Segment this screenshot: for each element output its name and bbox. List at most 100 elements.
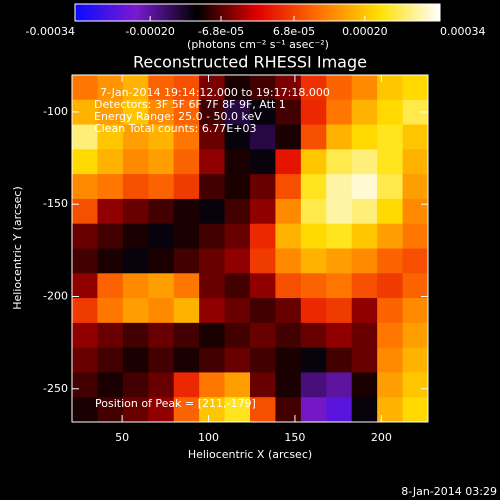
- x-tick-label: 150: [284, 431, 305, 444]
- heatmap-cell: [326, 174, 353, 200]
- heatmap-cell: [351, 298, 378, 324]
- y-axis-label: Heliocentric Y (arcsec): [11, 186, 24, 310]
- heatmap-cell: [199, 75, 226, 101]
- heatmap-cell: [351, 198, 378, 225]
- heatmap-cell: [199, 124, 226, 150]
- heatmap-cell: [173, 397, 200, 423]
- heatmap-cell: [122, 347, 149, 373]
- y-tick-label: -100: [43, 105, 68, 118]
- heatmap-cell: [199, 248, 226, 274]
- heatmap-cell: [326, 75, 353, 101]
- heatmap-cell: [72, 198, 98, 225]
- x-tick-label: 200: [371, 431, 392, 444]
- heatmap-cell: [275, 397, 302, 423]
- heatmap-cell: [199, 149, 226, 175]
- heatmap-cell: [250, 298, 276, 324]
- annotation: Energy Range: 25.0 - 50.0 keV: [94, 110, 262, 123]
- heatmap-cell: [250, 124, 276, 150]
- heatmap-cell: [326, 322, 353, 349]
- heatmap-cell: [300, 124, 327, 150]
- heatmap-cell: [402, 273, 429, 299]
- heatmap-cell: [97, 298, 124, 324]
- heatmap-cell: [173, 223, 200, 249]
- heatmap-cell: [402, 198, 429, 225]
- heatmap-cell: [72, 248, 98, 274]
- heatmap-cell: [173, 298, 200, 324]
- heatmap-cell: [351, 372, 378, 398]
- heatmap-cell: [275, 124, 302, 150]
- timestamp: 8-Jan-2014 03:29: [401, 485, 497, 498]
- heatmap-cell: [275, 223, 302, 249]
- heatmap-cell: [199, 198, 226, 225]
- heatmap-cell: [275, 149, 302, 175]
- heatmap-cell: [224, 223, 251, 249]
- heatmap-cell: [300, 322, 327, 349]
- heatmap-cell: [173, 124, 200, 150]
- heatmap-cell: [224, 248, 251, 274]
- heatmap-cell: [72, 149, 98, 175]
- heatmap-cell: [326, 149, 353, 175]
- heatmap-cell: [97, 372, 124, 398]
- heatmap-cell: [173, 273, 200, 299]
- heatmap-cell: [351, 248, 378, 274]
- heatmap-cell: [402, 372, 429, 398]
- heatmap-cell: [351, 124, 378, 150]
- heatmap-cell: [326, 347, 353, 373]
- heatmap-cell: [72, 75, 98, 101]
- heatmap-cell: [148, 174, 175, 200]
- heatmap-cell: [351, 149, 378, 175]
- heatmap-cell: [199, 372, 226, 398]
- heatmap-cell: [148, 298, 175, 324]
- heatmap-cell: [72, 372, 98, 398]
- heatmap-cell: [300, 198, 327, 225]
- heatmap-cell: [250, 347, 276, 373]
- heatmap-cell: [122, 198, 149, 225]
- heatmap-cell: [351, 347, 378, 373]
- heatmap-cell: [377, 248, 404, 274]
- heatmap-cell: [275, 99, 302, 126]
- heatmap-cell: [224, 273, 251, 299]
- heatmap-cell: [72, 99, 98, 126]
- heatmap-cell: [72, 124, 98, 150]
- heatmap-cell: [173, 75, 200, 101]
- heatmap-cell: [122, 372, 149, 398]
- heatmap-cell: [250, 223, 276, 249]
- heatmap-cell: [173, 149, 200, 175]
- heatmap-cell: [326, 124, 353, 150]
- heatmap-cell: [300, 223, 327, 249]
- heatmap-cell: [326, 397, 353, 423]
- heatmap-cell: [351, 174, 378, 200]
- peak-label: Position of Peak = [211,-179]: [95, 397, 256, 410]
- heatmap-cell: [148, 347, 175, 373]
- chart-title: Reconstructed RHESSI Image: [133, 53, 367, 72]
- heatmap-cell: [224, 75, 251, 101]
- heatmap-cell: [224, 99, 251, 126]
- heatmap-cell: [402, 347, 429, 373]
- heatmap-cell: [300, 273, 327, 299]
- heatmap-cell: [97, 347, 124, 373]
- heatmap-cell: [250, 372, 276, 398]
- heatmap-cell: [275, 75, 302, 101]
- heatmap-cell: [72, 347, 98, 373]
- heatmap-cell: [199, 397, 226, 423]
- heatmap-cell: [148, 149, 175, 175]
- heatmap-cell: [97, 223, 124, 249]
- heatmap-cell: [377, 99, 404, 126]
- heatmap-cell: [377, 198, 404, 225]
- colorbar-tick-label: 0.00034: [440, 25, 486, 38]
- heatmap-cell: [199, 99, 226, 126]
- heatmap-cell: [351, 273, 378, 299]
- heatmap-cell: [326, 372, 353, 398]
- heatmap-cell: [122, 124, 149, 150]
- heatmap-cell: [300, 149, 327, 175]
- heatmap-cell: [148, 223, 175, 249]
- heatmap-cell: [402, 99, 429, 126]
- heatmap-cell: [275, 248, 302, 274]
- heatmap-cell: [224, 347, 251, 373]
- x-tick-label: 100: [198, 431, 219, 444]
- heatmap-cell: [148, 99, 175, 126]
- heatmap-cell: [402, 223, 429, 249]
- heatmap-cell: [377, 273, 404, 299]
- heatmap-cell: [97, 248, 124, 274]
